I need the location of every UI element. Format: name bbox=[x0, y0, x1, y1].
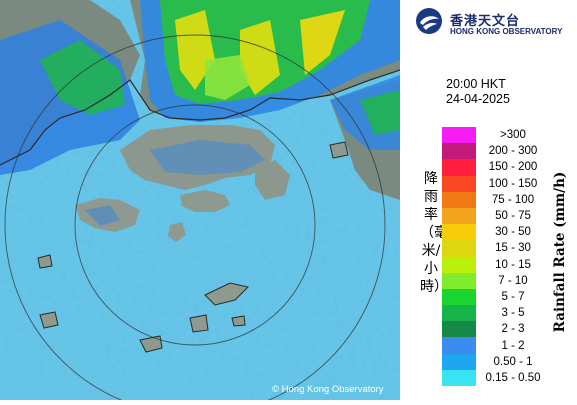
legend-label: 10 - 15 bbox=[495, 258, 531, 271]
island-south-5 bbox=[231, 315, 246, 327]
legend-label: 5 - 7 bbox=[501, 290, 525, 303]
legend-label: 1 - 2 bbox=[501, 339, 525, 352]
legend-label: 0.50 - 1 bbox=[493, 355, 533, 368]
legend-swatch bbox=[442, 337, 476, 354]
legend-label: 30 - 50 bbox=[495, 226, 531, 239]
legend-row: 50 - 75 bbox=[442, 207, 550, 225]
legend-row: 75 - 100 bbox=[442, 191, 550, 208]
legend-row: 100 - 150 bbox=[442, 175, 550, 192]
range-ring-1 bbox=[74, 104, 316, 346]
legend-swatch bbox=[442, 224, 476, 241]
island-south-1 bbox=[204, 282, 249, 306]
legend-label: 3 - 5 bbox=[501, 307, 525, 320]
observation-date: 24-04-2025 bbox=[446, 92, 510, 106]
copyright-text: © Hong Kong Observatory bbox=[272, 384, 384, 395]
coastline bbox=[0, 69, 400, 166]
legend-row: 200 - 300 bbox=[442, 143, 550, 160]
legend-swatch bbox=[442, 159, 476, 176]
legend-row: 5 - 7 bbox=[442, 288, 550, 306]
legend-swatch bbox=[442, 143, 476, 160]
legend-label: 7 - 10 bbox=[498, 274, 528, 287]
legend-row: 150 - 200 bbox=[442, 159, 550, 176]
legend-swatch bbox=[442, 256, 476, 273]
legend-row: >300 bbox=[442, 127, 550, 144]
rain-band-east-green bbox=[360, 90, 400, 135]
org-name-cn: 香港天文台 bbox=[450, 14, 521, 29]
range-ring-2 bbox=[4, 34, 386, 400]
rainfall-legend: >300 200 - 300 150 - 200 100 - 150 75 - 100 5… bbox=[442, 127, 550, 386]
legend-row: 3 - 5 bbox=[442, 305, 550, 322]
legend-row: 1 - 2 bbox=[442, 337, 550, 354]
legend-swatch bbox=[442, 272, 476, 289]
radar-map-canvas bbox=[0, 0, 400, 400]
rain-patch-hk bbox=[150, 140, 265, 175]
legend-row: 0.50 - 1 bbox=[442, 353, 550, 370]
org-name-en: HONG KONG OBSERVATORY bbox=[450, 27, 563, 36]
legend-row: 7 - 10 bbox=[442, 272, 550, 289]
legend-title-en: Rainfall Rate (mm/h) bbox=[552, 171, 568, 333]
legend-swatch bbox=[442, 175, 476, 192]
legend-label: 100 - 150 bbox=[488, 177, 538, 190]
legend-label: 2 - 3 bbox=[501, 323, 525, 336]
rain-band-yellow-3 bbox=[300, 10, 345, 75]
legend-label: 75 - 100 bbox=[491, 193, 535, 206]
legend-title-cn: 降雨率（毫米/小時） bbox=[420, 171, 448, 295]
legend-label: 50 - 75 bbox=[495, 210, 531, 223]
legend-swatch bbox=[442, 288, 476, 306]
legend-swatch bbox=[442, 321, 476, 338]
legend-row: 15 - 30 bbox=[442, 240, 550, 257]
island-south-4 bbox=[189, 314, 209, 333]
legend-swatch bbox=[442, 207, 476, 225]
rain-patch-lantau bbox=[85, 205, 120, 226]
legend-row: 2 - 3 bbox=[442, 321, 550, 338]
rain-band-light-green bbox=[205, 55, 250, 100]
legend-swatch bbox=[442, 240, 476, 257]
legend-swatch bbox=[442, 353, 476, 370]
observation-time: 20:00 HKT bbox=[446, 77, 506, 91]
legend-swatch bbox=[442, 369, 476, 386]
legend-label: 150 - 200 bbox=[488, 161, 538, 174]
hko-logo-icon bbox=[416, 8, 442, 34]
legend-row: 10 - 15 bbox=[442, 256, 550, 273]
observatory-logo: 香港天文台 HONG KONG OBSERVATORY bbox=[414, 6, 574, 36]
legend-label: 0.15 - 0.50 bbox=[485, 371, 541, 384]
island-west-1 bbox=[37, 254, 53, 269]
hk-lamma-island bbox=[168, 222, 186, 242]
radar-map[interactable]: © Hong Kong Observatory bbox=[0, 0, 400, 400]
legend-swatch bbox=[442, 127, 476, 144]
legend-row: 0.15 - 0.50 bbox=[442, 369, 550, 386]
legend-row: 30 - 50 bbox=[442, 224, 550, 241]
island-south-3 bbox=[39, 311, 59, 329]
rain-band-yellow-2 bbox=[240, 20, 280, 95]
legend-label: >300 bbox=[500, 129, 526, 142]
legend-label: 200 - 300 bbox=[488, 145, 538, 158]
legend-swatch bbox=[442, 305, 476, 322]
hk-sai-kung bbox=[255, 160, 290, 200]
legend-label: 15 - 30 bbox=[495, 242, 531, 255]
info-panel: 香港天文台 HONG KONG OBSERVATORY 20:00 HKT 24… bbox=[400, 0, 577, 400]
hk-new-territories bbox=[120, 125, 275, 190]
legend-swatch bbox=[442, 191, 476, 208]
hk-island bbox=[180, 190, 230, 212]
island-east-1 bbox=[329, 141, 349, 159]
